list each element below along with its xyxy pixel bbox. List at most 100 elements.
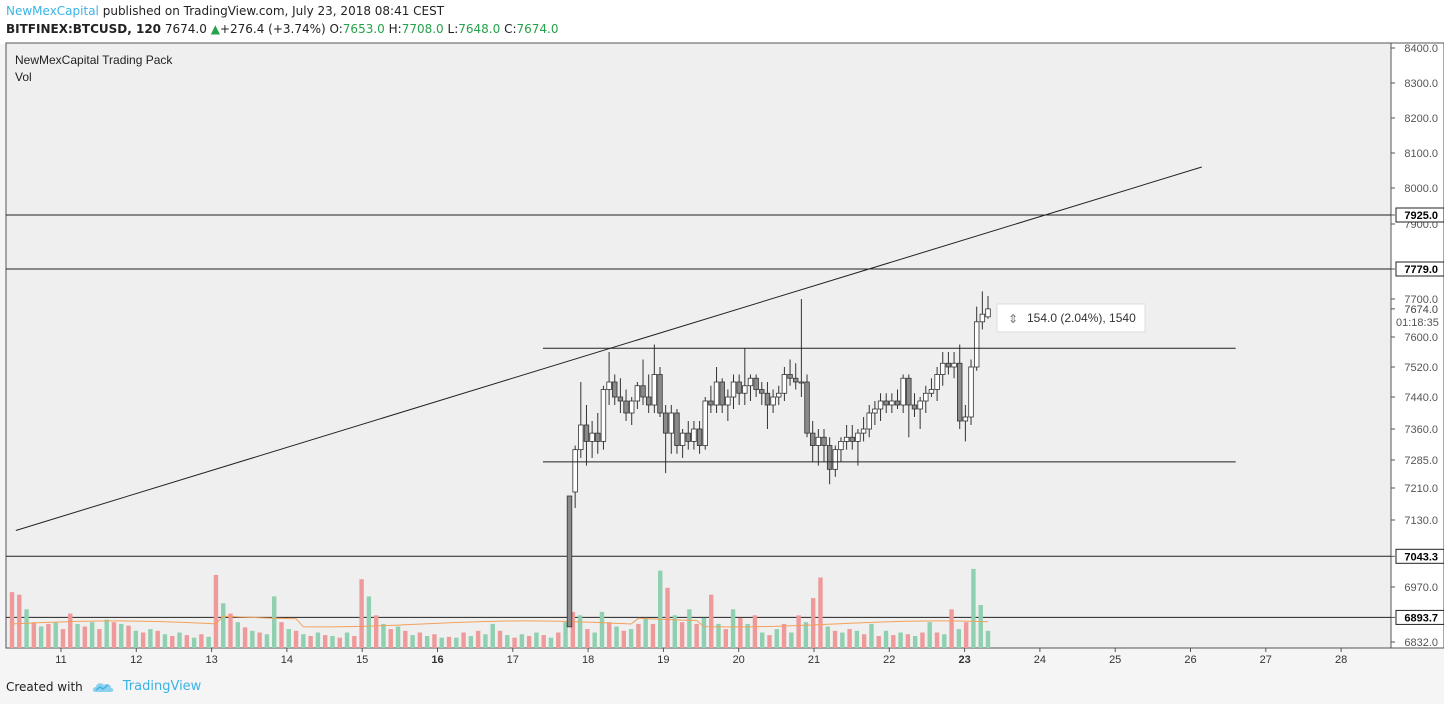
candle-body (860, 428, 867, 434)
volume-bar (206, 636, 211, 648)
candle-body (623, 400, 629, 414)
candle-body (719, 381, 725, 406)
candle (906, 374, 912, 438)
volume-bar (905, 634, 911, 648)
price-tick-label: 6970.0 (1404, 582, 1438, 594)
volume-bar (832, 630, 838, 648)
price-axis-labels: 6832.0 6893.7 6970.0 7043.3 7130.0 7210.0 7285… (1391, 43, 1444, 649)
volume-bar (658, 570, 663, 648)
volume-bar (337, 637, 342, 648)
price-tick-label: 7043.3 (1404, 551, 1438, 563)
candle-body (742, 385, 748, 394)
open-label: O: (329, 22, 343, 36)
candle (877, 393, 884, 421)
volume-bar (825, 626, 830, 648)
open-value: 7653.0 (342, 22, 385, 36)
volume-bar (133, 630, 139, 648)
tradingview-link[interactable]: TradingView (122, 679, 202, 694)
time-tick-label: 11 (55, 654, 66, 666)
candle-body (612, 381, 618, 398)
candle-body (566, 495, 573, 628)
candle-body (583, 424, 590, 442)
volume-bar (322, 635, 328, 648)
candle (843, 425, 850, 450)
time-tick-label: 19 (657, 654, 669, 666)
drawings[interactable] (15, 166, 1236, 531)
candle-body (787, 374, 793, 379)
candle (617, 378, 624, 413)
price-tick-label: 6893.7 (1404, 612, 1438, 624)
candle (923, 385, 929, 413)
volume-bar (519, 634, 525, 648)
volume-bar (9, 592, 15, 648)
candle (866, 405, 872, 438)
volume-bar (111, 622, 117, 648)
volume-bars (9, 568, 991, 648)
volume-bar (752, 615, 758, 648)
price-tick-label: 6832.0 (1404, 637, 1438, 649)
candle-body (798, 381, 805, 384)
volume-bar (883, 630, 889, 648)
volume-bar (803, 622, 809, 648)
volume-bar (213, 574, 219, 648)
candle-body (832, 449, 839, 470)
volume-bar (570, 611, 576, 648)
candle (815, 429, 822, 466)
volume-bar (978, 605, 983, 648)
candle-body (849, 436, 855, 442)
price-chart[interactable]: NewMexCapital Trading Pack Vol 6832.0 689… (0, 42, 1444, 670)
candle (855, 429, 861, 466)
price-tick-label: 7600.0 (1404, 332, 1438, 344)
price-tick-label: 8100.0 (1404, 148, 1438, 160)
volume-bar (344, 632, 350, 648)
candle (640, 359, 646, 405)
candle (725, 389, 731, 421)
volume-bar (665, 587, 670, 648)
candle (894, 389, 901, 409)
volume-bar (745, 623, 750, 648)
candle (985, 295, 991, 319)
price-level-box (1395, 207, 1444, 223)
volume-bar (89, 622, 95, 648)
volume-bar (963, 622, 969, 648)
time-tick-label: 14 (281, 654, 293, 666)
candle (889, 393, 895, 413)
candle-body (759, 389, 765, 394)
candle-body (668, 412, 674, 434)
candle (957, 344, 963, 429)
time-tick-label: 12 (130, 654, 142, 666)
author-link[interactable]: NewMexCapital (6, 4, 99, 18)
volume-bar (650, 623, 656, 648)
time-tick-label: 25 (1109, 654, 1121, 666)
candle-body (979, 313, 986, 323)
volume-bar (388, 629, 393, 648)
candle-body (815, 436, 822, 446)
candle (849, 425, 855, 450)
candle-body (753, 377, 759, 390)
candle-body (889, 400, 895, 406)
candle-body (877, 400, 884, 410)
candle (713, 367, 720, 413)
volume-bar (359, 579, 364, 648)
candle (776, 385, 782, 405)
volume-bar (75, 623, 80, 648)
volume-bar (636, 623, 641, 648)
candle-body (940, 362, 946, 375)
candle-body (645, 396, 652, 406)
candle-body (657, 374, 663, 414)
volume-bar (264, 634, 270, 648)
volume-bar (577, 615, 583, 648)
candle (883, 393, 889, 413)
price-axis[interactable] (1390, 42, 1444, 649)
volume-bar (119, 623, 124, 648)
candle-body (821, 436, 827, 446)
candle (595, 413, 601, 454)
candle (928, 378, 935, 397)
volume-bar (126, 625, 131, 648)
chart-header: NewMexCapital published on TradingView.c… (0, 0, 1444, 44)
volume-bar (861, 634, 867, 648)
candle-body (985, 308, 991, 318)
volume-bar (687, 609, 692, 648)
time-tick-label: 24 (1034, 654, 1046, 666)
candle (917, 397, 923, 429)
